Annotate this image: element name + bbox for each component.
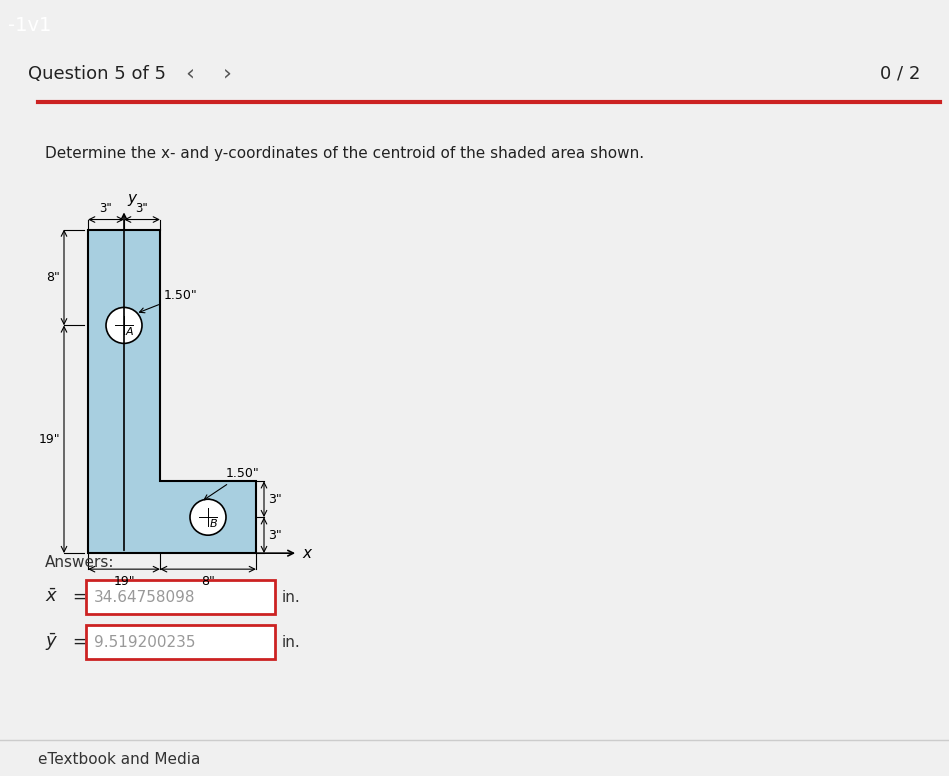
Text: ›: ›: [223, 64, 233, 84]
Text: 9.519200235: 9.519200235: [94, 635, 195, 650]
Text: y: y: [127, 191, 136, 206]
Text: in.: in.: [282, 635, 301, 650]
Text: =: =: [72, 633, 85, 651]
FancyBboxPatch shape: [86, 580, 275, 614]
Text: ‹: ‹: [185, 64, 195, 84]
Text: 8": 8": [201, 575, 214, 588]
Text: -1v1: -1v1: [8, 16, 51, 35]
Text: 34.64758098: 34.64758098: [94, 590, 195, 605]
Text: 3": 3": [268, 528, 282, 542]
Text: 3": 3": [100, 202, 112, 214]
FancyBboxPatch shape: [86, 625, 275, 659]
Text: 19": 19": [38, 433, 60, 445]
Text: x: x: [302, 546, 311, 561]
Text: A: A: [126, 327, 134, 338]
Text: Determine the x- and y-coordinates of the centroid of the shaded area shown.: Determine the x- and y-coordinates of th…: [45, 146, 644, 161]
Circle shape: [190, 499, 226, 535]
Circle shape: [106, 307, 142, 344]
Text: $\bar{x}$: $\bar{x}$: [45, 588, 58, 606]
Text: in.: in.: [282, 590, 301, 605]
Text: B: B: [210, 519, 217, 529]
Text: Question 5 of 5: Question 5 of 5: [28, 64, 166, 83]
Text: 1.50": 1.50": [140, 289, 197, 313]
Text: 1.50": 1.50": [204, 467, 260, 500]
Text: 19": 19": [113, 575, 135, 588]
Polygon shape: [88, 230, 256, 553]
Text: 0 / 2: 0 / 2: [880, 64, 921, 83]
Text: 3": 3": [136, 202, 148, 214]
Text: $\bar{y}$: $\bar{y}$: [45, 631, 58, 653]
Text: Answers:: Answers:: [45, 555, 115, 570]
Text: eTextbook and Media: eTextbook and Media: [38, 752, 200, 767]
Text: 3": 3": [268, 493, 282, 506]
Text: 8": 8": [47, 271, 60, 284]
Text: =: =: [72, 588, 85, 606]
